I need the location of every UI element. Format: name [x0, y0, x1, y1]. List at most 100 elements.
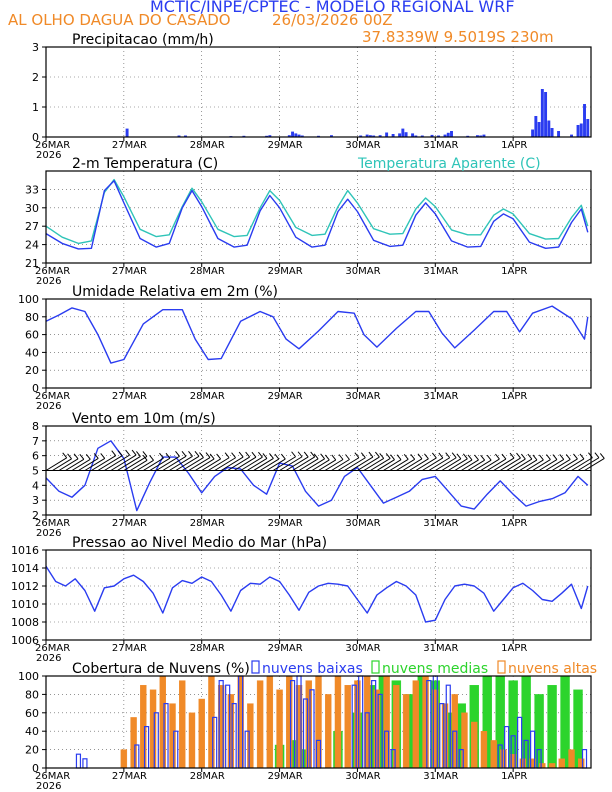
wind-barb-flag: [251, 451, 257, 458]
precip-bar: [437, 135, 440, 137]
wind-barb-flag: [495, 453, 500, 460]
cloud-high-bar: [198, 698, 205, 769]
wind-barb: [279, 456, 303, 471]
x-tick-label: 31MAR: [423, 391, 458, 402]
cloud-high-bar: [519, 758, 527, 769]
cloud-high-bar: [393, 685, 400, 769]
x-tick-label: 31MAR: [423, 140, 458, 151]
x-tick-label: 1APR: [501, 771, 527, 782]
wind-barb: [551, 458, 571, 471]
wind-barb-flag: [527, 453, 533, 460]
wind-barb: [194, 458, 215, 471]
x-tick-label: 29MAR: [268, 643, 303, 654]
legend-swatch: [251, 660, 260, 674]
panel-title: Pressao ao Nivel Medio do Mar (hPa): [72, 535, 327, 551]
wind-barb: [272, 456, 296, 471]
wind-barb: [493, 457, 515, 471]
wind-barb-flag: [360, 452, 366, 459]
y-tick-label: 0: [32, 762, 39, 775]
wind-barb: [240, 456, 263, 471]
x-tick-label: 27MAR: [112, 140, 147, 151]
wind-barb: [460, 459, 479, 471]
wind-barb: [143, 457, 164, 471]
wind-barb: [292, 456, 315, 471]
wind-barb-flag: [467, 454, 473, 461]
cloud-low-bar: [581, 748, 588, 769]
wind-barb: [376, 459, 395, 471]
wind-barb-flag: [594, 452, 600, 459]
y-tick-label: 2: [32, 71, 39, 84]
precip-bar: [268, 135, 272, 137]
cloud-high-bar: [471, 721, 478, 769]
temperature-line: [45, 180, 589, 250]
cloud-low-bar: [82, 758, 88, 769]
cloud-high-bar: [120, 749, 128, 769]
y-tick-label: 0: [32, 131, 39, 144]
cloud-high-bar: [179, 680, 186, 769]
wind-barb-flag: [552, 454, 558, 460]
wind-barb: [156, 455, 180, 471]
precip-bar: [579, 123, 583, 137]
wind-barb: [259, 458, 280, 471]
wind-barb: [525, 459, 544, 471]
cloud-high-bar: [130, 717, 137, 769]
cloud-high-bar: [247, 703, 254, 769]
wind-barb: [117, 455, 141, 471]
x-tick-label: 29MAR: [268, 140, 303, 151]
wind-barb-flag: [403, 453, 409, 460]
x-tick-label: 26MAR: [35, 771, 70, 782]
wind-barb: [71, 458, 91, 471]
wind-barb-flag: [516, 452, 521, 459]
wind-barb-flag: [93, 453, 99, 459]
wind-barb-flag: [85, 453, 91, 460]
precip-bar: [368, 135, 372, 137]
wind-barb: [58, 458, 79, 471]
wind-barb: [311, 459, 330, 471]
x-tick-label: 31MAR: [423, 518, 458, 529]
y-tick-label: 3: [32, 494, 39, 507]
precip-bar: [365, 134, 369, 137]
wind-barb-flag: [410, 453, 416, 460]
wind-barb: [318, 459, 337, 471]
cloud-high-bar: [422, 675, 429, 769]
precip-bar: [404, 132, 408, 137]
wind-barb-flag: [62, 452, 68, 459]
precip-bar: [586, 119, 590, 137]
x-tick-label: 31MAR: [423, 771, 458, 782]
precip-bar: [294, 133, 298, 137]
cloud-high-bar: [159, 675, 166, 769]
wind-barb-flag: [331, 454, 337, 461]
wind-barb: [305, 458, 325, 471]
precip-bar: [446, 132, 450, 137]
precip-bar: [184, 135, 187, 137]
y-tick-label: 60: [25, 707, 39, 720]
header-line1: MCTIC/INPE/CPTEC - MODELO REGIONAL WRF: [150, 0, 515, 16]
legend-high-clouds: nuvens altas: [508, 661, 597, 677]
wind-barb-flag: [269, 453, 274, 459]
panel-border: [45, 425, 592, 516]
wind-barb-flag: [345, 454, 350, 460]
wind-barb: [207, 457, 230, 471]
panel-1: 0 1 2 3 26MAR 27MAR 28MAR 29MAR 30MAR 31MAR 1APR 20…: [32, 32, 592, 161]
wind-barb: [220, 456, 244, 471]
wind-barb: [298, 458, 319, 471]
wind-barb: [389, 458, 409, 471]
y-tick-label: 2: [32, 509, 39, 522]
wind-barb: [467, 459, 485, 471]
precip-bar: [398, 133, 402, 137]
wind-barb-flag: [451, 452, 457, 459]
legend-medium-clouds: nuvens medias: [382, 661, 488, 677]
wind-barb-flag: [205, 452, 211, 458]
precip-bar: [544, 92, 548, 137]
cloud-high-bar: [558, 758, 566, 769]
cloud-high-bar: [344, 685, 351, 769]
wind-barb-flag: [417, 453, 423, 460]
precip-bar: [420, 135, 424, 137]
wind-barb: [350, 456, 374, 471]
x-tick-label: 30MAR: [345, 140, 380, 151]
cloud-high-bar: [373, 689, 381, 769]
wind-barb: [246, 457, 268, 471]
panel-4: 2 3 45 6 7 8 26MAR 27MAR 28MAR 29MAR 30MAR 31MAR 1AP…: [32, 411, 605, 539]
precip-bar: [466, 135, 470, 137]
